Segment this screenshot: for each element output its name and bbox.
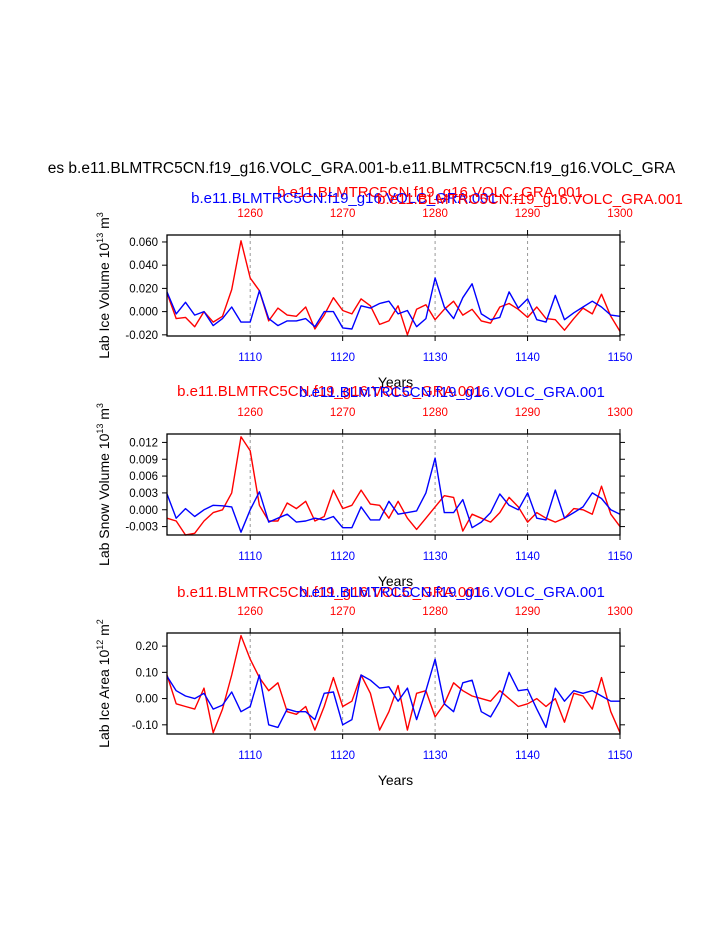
y-axis-label-ylabel-unit-exp: 3 <box>95 212 105 217</box>
y-tick-label: 0.040 <box>129 260 158 272</box>
y-axis-label-ylabel-unit-exp: 3 <box>95 403 105 408</box>
plot-frame <box>166 234 621 337</box>
panel-title-blue: b.e11.BLMTRC5CN.f19_g16.VOLC_GRA.001 <box>299 584 605 601</box>
y-axis-label: Lab Snow Volume 1013 m3 <box>95 403 112 566</box>
y-axis-label-ylabel-exp: 13 <box>95 233 105 243</box>
x-tick-label-top: 1290 <box>515 407 541 419</box>
y-tick-label: 0.003 <box>129 488 158 500</box>
y-tick-label: 0.000 <box>129 307 158 319</box>
x-tick-label-top: 1260 <box>237 407 263 419</box>
x-tick-label-bottom: 1150 <box>608 551 633 563</box>
x-tick-label-top: 1300 <box>607 407 633 419</box>
x-tick-label-bottom: 1140 <box>515 750 540 762</box>
x-tick-label-top: 1260 <box>237 606 263 618</box>
y-tick-label: 0.20 <box>136 641 158 653</box>
y-axis-label-ylabel: Lab Snow Volume 10 <box>96 433 112 566</box>
x-tick-label-top: 1280 <box>422 407 448 419</box>
panel-title-red: b.e11.BLMTRC5CN.f19_g16.VOLC_GRA.001 <box>177 584 483 601</box>
x-tick-label-bottom: 1110 <box>238 551 262 563</box>
y-tick-label: -0.020 <box>125 330 158 342</box>
plot-frame <box>166 632 621 735</box>
y-tick-label: 0.10 <box>136 667 158 679</box>
x-tick-label-top: 1290 <box>515 208 541 220</box>
x-axis-label: Years <box>378 374 413 390</box>
x-tick-label-bottom: 1150 <box>608 352 633 364</box>
x-tick-label-bottom: 1130 <box>423 352 448 364</box>
y-tick-label: 0.060 <box>129 237 158 249</box>
x-tick-label-top: 1280 <box>422 208 448 220</box>
chart-panel-ice-volume: -0.020 0.000 0.020 0.040 0.060 1110 1260 1120 12… <box>95 184 683 390</box>
y-axis-label: Lab Ice Area 1012 m2 <box>95 619 112 748</box>
y-axis-label-ylabel-unit: m <box>96 217 112 233</box>
panel-title-red: b.e11.BLMTRC5CN.f19_g16.VOLC_GRA.001 <box>277 184 583 201</box>
y-axis-label-ylabel-unit: m <box>96 624 112 640</box>
x-tick-label-top: 1260 <box>237 208 263 220</box>
x-tick-label-top: 1300 <box>607 606 633 618</box>
y-axis-label-ylabel-unit: m <box>96 408 112 424</box>
y-tick-label: -0.003 <box>125 522 158 534</box>
series-line-red <box>166 240 621 336</box>
y-tick-label: 0.006 <box>129 471 158 483</box>
panel-title-red-overlap: b.e11.BLMTRC5CN.f19_g16.VOLC_GRA.001 <box>377 191 683 208</box>
series-line-red <box>166 436 621 536</box>
x-tick-label-bottom: 1110 <box>238 352 262 364</box>
series-line-blue <box>166 277 621 330</box>
main-title: es b.e11.BLMTRC5CN.f19_g16.VOLC_GRA.001-… <box>48 160 676 177</box>
y-axis-label-ylabel-exp: 12 <box>95 640 105 650</box>
x-tick-label-bottom: 1110 <box>238 750 262 762</box>
y-axis-label-ylabel: Lab Ice Area 10 <box>96 650 112 748</box>
y-tick-label: 0.009 <box>129 454 158 466</box>
x-tick-label-top: 1270 <box>330 407 356 419</box>
y-tick-label: 0.00 <box>136 694 158 706</box>
y-axis-label-ylabel-exp: 13 <box>95 424 105 434</box>
panel-title-red: b.e11.BLMTRC5CN.f19_g16.VOLC_GRA.001 <box>177 383 483 400</box>
x-axis-label: Years <box>378 772 413 788</box>
y-axis-label-ylabel-unit-exp: 2 <box>95 619 105 624</box>
x-tick-label-top: 1300 <box>607 208 633 220</box>
x-tick-label-bottom: 1120 <box>330 551 355 563</box>
x-tick-label-top: 1270 <box>330 208 356 220</box>
series-line-blue <box>166 658 620 729</box>
y-tick-label: 0.012 <box>129 437 158 449</box>
x-tick-label-top: 1270 <box>330 606 356 618</box>
x-tick-label-bottom: 1120 <box>330 352 355 364</box>
panel-title-blue: b.e11.BLMTRC5CN.f19_g16.VOLC_GRA.001 <box>299 384 605 401</box>
x-tick-label-bottom: 1140 <box>515 551 540 563</box>
x-tick-label-bottom: 1150 <box>608 750 633 762</box>
x-tick-label-bottom: 1140 <box>515 352 540 364</box>
x-axis-label: Years <box>378 573 413 589</box>
chart-panel-snow-volume: -0.003 0.000 0.003 0.006 0.009 0.012 1110 1260 1… <box>95 383 633 589</box>
series-line-red <box>166 634 621 734</box>
y-tick-label: 0.020 <box>129 283 158 295</box>
x-tick-label-bottom: 1130 <box>423 750 448 762</box>
plot-frame <box>166 433 621 536</box>
y-tick-label: 0.000 <box>129 505 158 517</box>
y-axis-label: Lab Ice Volume 1013 m3 <box>95 212 112 359</box>
series-line-blue <box>166 457 621 533</box>
y-axis-label-ylabel: Lab Ice Volume 10 <box>96 243 112 359</box>
x-tick-label-bottom: 1130 <box>423 551 448 563</box>
y-tick-label: -0.10 <box>132 720 158 732</box>
panel-title-blue: b.e11.BLMTRC5CN.f19_g16.VOLC_GRA.001 <box>191 190 497 207</box>
chart-panel-ice-area: -0.10 0.00 0.10 0.20 1110 1260 1120 1270 1130 128… <box>95 584 633 788</box>
x-tick-label-bottom: 1120 <box>330 750 355 762</box>
x-tick-label-top: 1290 <box>515 606 541 618</box>
x-tick-label-top: 1280 <box>422 606 448 618</box>
